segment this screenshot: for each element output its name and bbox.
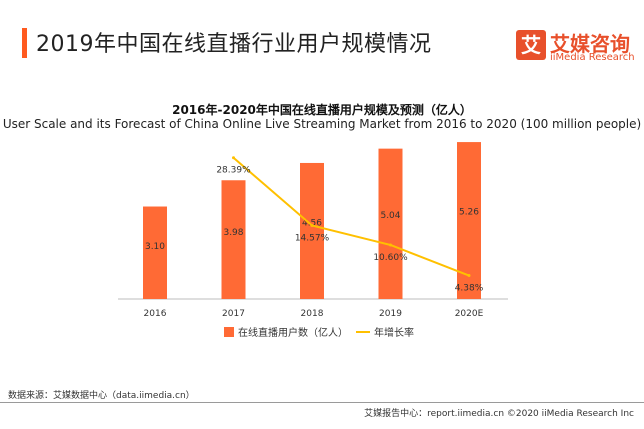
x-tick-label: 2017 xyxy=(222,309,245,319)
growth-rate-label: 4.38% xyxy=(455,284,484,294)
page-title: 2019年中国在线直播行业用户规模情况 xyxy=(36,32,432,57)
bar xyxy=(378,148,403,299)
logo-text-en: iiMedia Research xyxy=(550,52,635,63)
growth-rate-point xyxy=(467,274,471,278)
growth-rate-point xyxy=(232,156,235,160)
legend-bar-label: 在线直播用户数（亿人） xyxy=(238,326,348,339)
bar-value-label: 3.10 xyxy=(145,242,165,252)
bar-value-label: 3.98 xyxy=(223,228,243,238)
growth-rate-point xyxy=(310,224,314,228)
bar xyxy=(143,206,167,299)
growth-rate-label: 14.57% xyxy=(295,234,330,244)
bar-value-label: 4.56 xyxy=(302,219,322,229)
title-accent-bar xyxy=(22,28,27,58)
legend-line-label: 年增长率 xyxy=(374,326,414,339)
chart-title: 2016年-2020年中国在线直播用户规模及预测（亿人） xyxy=(172,103,472,117)
x-tick-label: 2016 xyxy=(144,309,167,319)
growth-rate-point xyxy=(389,243,392,247)
footer-divider xyxy=(0,402,644,403)
footer-copyright: 艾媒报告中心：report.iimedia.cn ©2020 iiMedia R… xyxy=(364,409,634,419)
x-tick-label: 2019 xyxy=(379,309,402,319)
bar xyxy=(300,162,324,299)
logo-text-cn: 艾媒咨询 xyxy=(550,32,630,56)
logo-mark: 艾 xyxy=(516,30,546,60)
growth-rate-line xyxy=(232,156,470,277)
bar-value-label: 5.04 xyxy=(380,211,400,221)
bar xyxy=(221,180,246,299)
legend-bar-swatch xyxy=(224,327,234,337)
iimedia-logo: 艾 艾媒咨询 iiMedia Research xyxy=(516,30,635,70)
data-source: 数据来源：艾媒数据中心（data.iimedia.cn） xyxy=(8,391,195,401)
growth-rate-label: 10.60% xyxy=(373,253,408,263)
chart-subtitle: User Scale and its Forecast of China Onl… xyxy=(2,117,642,131)
x-tick-label: 2020E xyxy=(455,309,484,319)
bar-value-label: 5.26 xyxy=(459,207,479,217)
growth-rate-label: 28.39% xyxy=(216,166,251,176)
x-tick-label: 2018 xyxy=(301,309,324,319)
